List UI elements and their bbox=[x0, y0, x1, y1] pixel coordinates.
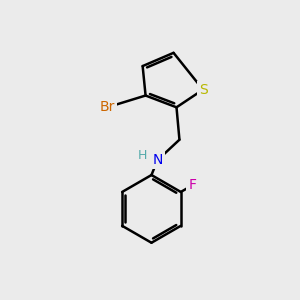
Text: N: N bbox=[152, 153, 163, 167]
Text: H: H bbox=[137, 148, 147, 161]
Text: Br: Br bbox=[100, 100, 115, 114]
Text: S: S bbox=[199, 82, 207, 97]
Text: F: F bbox=[188, 178, 196, 192]
